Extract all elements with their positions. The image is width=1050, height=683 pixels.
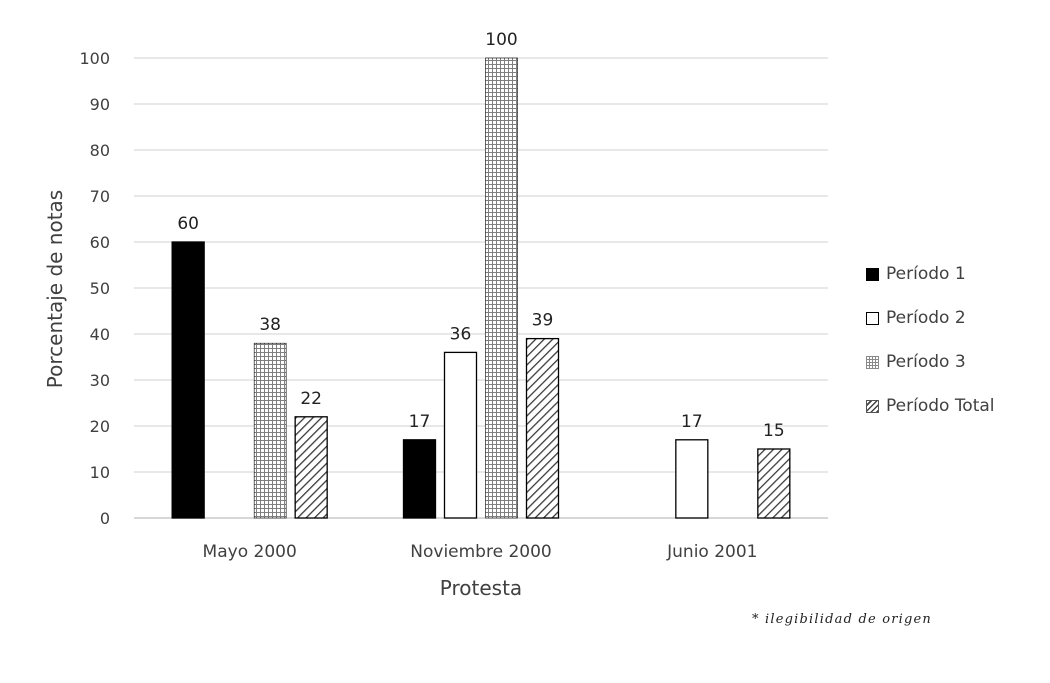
bar (402, 439, 437, 519)
y-tick-label: 30 (90, 371, 110, 390)
bar-data-label: 39 (532, 311, 554, 331)
bar (675, 439, 709, 519)
legend-label: Período 3 (886, 352, 966, 372)
legend-label: Período Total (886, 396, 995, 416)
legend: Período 1 Período 2 Período 3 Período To… (866, 252, 995, 428)
bar (485, 57, 518, 519)
y-tick-label: 80 (90, 141, 110, 160)
source-note: * ilegibilidad de origen (752, 612, 932, 627)
x-tick-label: Noviembre 2000 (410, 542, 551, 562)
x-tick-label: Mayo 2000 (203, 542, 297, 562)
bar-data-label: 17 (681, 412, 703, 432)
y-tick-label: 90 (90, 95, 110, 114)
y-tick-label: 50 (90, 279, 110, 298)
legend-item-periodo-1: Período 1 (866, 252, 995, 296)
bar-data-label: 38 (259, 315, 281, 335)
legend-item-periodo-2: Período 2 (866, 296, 995, 340)
bar (294, 416, 328, 519)
bars (171, 57, 791, 519)
gridlines (134, 57, 828, 519)
y-tick-label: 70 (90, 187, 110, 206)
y-tick-label: 10 (90, 463, 110, 482)
x-tick-label: Junio 2001 (666, 542, 757, 562)
y-axis-label: Porcentaje de notas (43, 190, 67, 388)
bar-data-label: 17 (409, 412, 431, 432)
bar-data-label: 100 (485, 30, 517, 50)
bar-data-label: 60 (177, 214, 199, 234)
legend-label: Período 2 (886, 308, 966, 328)
bar (443, 351, 478, 519)
y-tick-label: 60 (90, 233, 110, 252)
y-tick-label: 100 (79, 49, 110, 68)
legend-label: Período 1 (886, 264, 966, 284)
bar-data-label: 36 (450, 324, 472, 344)
bar (525, 337, 560, 519)
y-tick-label: 40 (90, 325, 110, 344)
y-tick-label: 20 (90, 417, 110, 436)
legend-item-periodo-3: Período 3 (866, 340, 995, 384)
bar (757, 448, 791, 519)
y-tick-labels: 0 10 20 30 40 50 60 70 80 90 100 (79, 49, 110, 528)
x-tick-labels: Mayo 2000 Noviembre 2000 Junio 2001 (203, 542, 758, 562)
legend-swatch-periodo-total (866, 399, 879, 413)
legend-swatch-periodo-1 (866, 267, 879, 281)
bar-data-labels: 60 38 22 17 36 100 39 17 15 (177, 30, 784, 441)
bar-data-label: 15 (763, 421, 785, 441)
legend-swatch-periodo-2 (866, 311, 879, 325)
x-axis-label: Protesta (440, 576, 522, 600)
bar-data-label: 22 (300, 389, 322, 409)
legend-swatch-periodo-3 (866, 355, 879, 369)
y-tick-label: 0 (100, 509, 110, 528)
bar (253, 342, 287, 519)
bar (171, 241, 205, 519)
legend-item-periodo-total: Período Total (866, 384, 995, 428)
